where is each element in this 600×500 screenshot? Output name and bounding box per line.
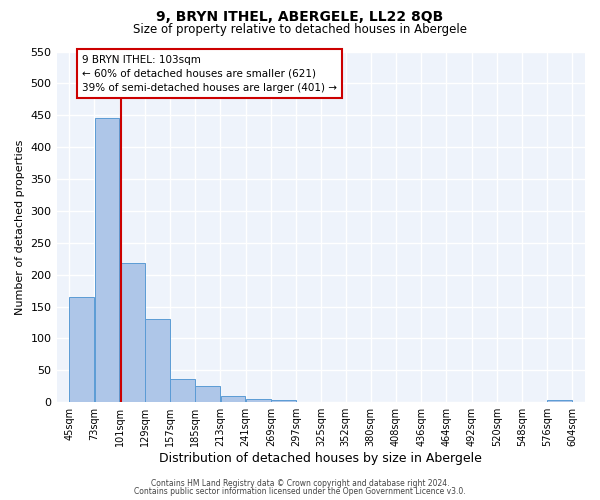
Bar [271, 400, 296, 402]
X-axis label: Distribution of detached houses by size in Abergele: Distribution of detached houses by size … [160, 452, 482, 465]
Bar [95, 118, 119, 402]
Bar [221, 396, 245, 402]
Text: Size of property relative to detached houses in Abergele: Size of property relative to detached ho… [133, 22, 467, 36]
Text: Contains HM Land Registry data © Crown copyright and database right 2024.: Contains HM Land Registry data © Crown c… [151, 478, 449, 488]
Text: Contains public sector information licensed under the Open Government Licence v3: Contains public sector information licen… [134, 487, 466, 496]
Bar [547, 400, 572, 402]
Bar [246, 399, 271, 402]
Bar [145, 320, 170, 402]
Bar [120, 262, 145, 402]
Bar [170, 378, 195, 402]
Bar [196, 386, 220, 402]
Bar [70, 297, 94, 402]
Y-axis label: Number of detached properties: Number of detached properties [15, 139, 25, 314]
Text: 9 BRYN ITHEL: 103sqm
← 60% of detached houses are smaller (621)
39% of semi-deta: 9 BRYN ITHEL: 103sqm ← 60% of detached h… [82, 54, 337, 92]
Text: 9, BRYN ITHEL, ABERGELE, LL22 8QB: 9, BRYN ITHEL, ABERGELE, LL22 8QB [157, 10, 443, 24]
